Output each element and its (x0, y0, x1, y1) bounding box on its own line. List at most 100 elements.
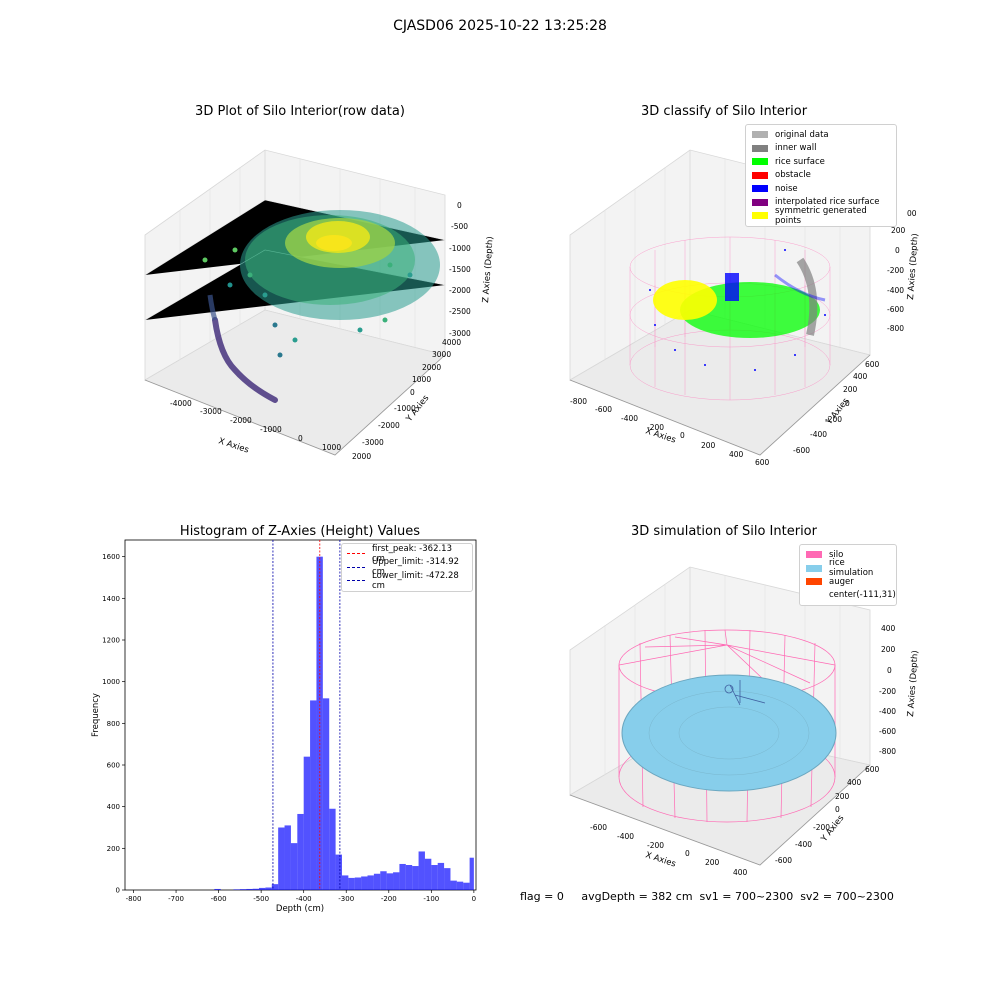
raw-ytick: -1000 (394, 404, 416, 413)
simulation-ztick: 200 (881, 645, 896, 654)
classify-y-ticks: -600 -400 -200 0 200 400 600 (793, 360, 880, 455)
histogram-xtick-label: 0 (472, 895, 476, 903)
classify-ytick: -400 (810, 430, 827, 439)
histogram-bar (373, 873, 381, 890)
histogram-bar (297, 813, 304, 890)
histogram-xtick-label: -400 (296, 895, 312, 903)
histogram-bar (367, 875, 374, 890)
histogram-bar (310, 700, 317, 890)
histogram-ytick-label: 1200 (102, 637, 120, 645)
legend-swatch (806, 564, 822, 572)
legend-swatch (752, 171, 768, 179)
classify-ytick: 600 (865, 360, 880, 369)
raw-plot-title: 3D Plot of Silo Interior(row data) (195, 104, 405, 119)
classify-z-ticks: 00 200 0 -200 -400 -600 -800 (887, 209, 917, 333)
legend-entry-upper-limit: Upper_limit: -314.92 cm (347, 557, 467, 577)
legend-label: Upper_limit: -314.92 cm (372, 557, 460, 578)
classify-ytick: -600 (793, 446, 810, 455)
legend-label: rice surface (775, 156, 825, 167)
raw-xtick: 2000 (352, 452, 371, 461)
legend-entry-symmetric-generated-points: symmetric generated points (752, 205, 890, 226)
histogram-bar (329, 808, 336, 890)
classify-xtick: -400 (621, 414, 638, 423)
legend-entry-noise: noise (752, 182, 890, 196)
histogram-bar (271, 884, 279, 890)
legend-label: interpolated rice surface (775, 197, 880, 208)
histogram-bar (386, 873, 394, 890)
histogram-bar (341, 875, 349, 890)
raw-ztick: -1000 (449, 244, 471, 253)
raw-ztick: -2000 (449, 286, 471, 295)
legend-label: original data (775, 129, 829, 140)
legend-swatch (752, 212, 768, 220)
raw-ytick: 3000 (432, 350, 451, 359)
histogram-bar (233, 889, 240, 890)
simulation-ztick: 0 (887, 666, 892, 675)
classify-ytick: 400 (853, 372, 868, 381)
raw-ytick: -3000 (362, 438, 384, 447)
legend-swatch (752, 158, 768, 166)
histogram-bar (252, 888, 260, 890)
raw-ytick: -2000 (378, 421, 400, 430)
legend-label: symmetric generated points (775, 205, 867, 226)
legend-swatch (752, 198, 768, 206)
simulation-ztick: -200 (879, 687, 896, 696)
simulation-y-ticks: -600 -400 -200 0 200 400 600 (775, 765, 880, 865)
simulation-ytick: 400 (847, 778, 862, 787)
histogram-bar (284, 825, 291, 890)
legend-swatch (752, 185, 768, 193)
raw-ytick: 4000 (442, 338, 461, 347)
legend-label: first_peak: -362.13 cm (372, 543, 452, 564)
histogram-xtick-label: -800 (126, 895, 142, 903)
simulation-ztick: -400 (879, 707, 896, 716)
simulation-ztick: -800 (879, 747, 896, 756)
raw-z-axis-label: Z Axies (Depth) (481, 236, 496, 303)
histogram-bar (246, 888, 253, 890)
raw-xtick: 1000 (322, 443, 341, 452)
classify-ztick: 0 (895, 246, 900, 255)
legend-entry-auger: auger (806, 575, 890, 589)
classify-xtick: 0 (680, 431, 685, 440)
histogram-bar (393, 872, 400, 890)
raw-xtick: 0 (298, 434, 303, 443)
raw-y-ticks: -3000 -2000 -1000 0 1000 2000 3000 4000 (362, 338, 461, 447)
simulation-ytick: -400 (795, 840, 812, 849)
histogram-bar (259, 887, 266, 890)
histogram-ytick-label: 1000 (102, 678, 120, 686)
histogram-bar (354, 877, 362, 890)
legend-swatch (806, 578, 822, 586)
simulation-plot-title: 3D simulation of Silo Interior (631, 524, 817, 539)
histogram-bar (456, 881, 464, 890)
figure-title: CJASD06 2025-10-22 13:25:28 (393, 18, 607, 34)
classify-xtick: -800 (570, 397, 587, 406)
classify-ztick: -200 (887, 266, 904, 275)
simulation-ytick: 0 (835, 805, 840, 814)
legend-entry-rice-simulation: rice simulation (806, 558, 890, 578)
simulation-ytick: 200 (835, 792, 850, 801)
status-readout: flag = 0 avgDepth = 382 cm sv1 = 700~230… (520, 890, 894, 903)
raw-3d-plot: -4000 -3000 -2000 -1000 0 1000 2000 -300… (144, 149, 496, 461)
legend-label: center(-111,31) (829, 590, 896, 601)
simulation-xtick: 400 (733, 868, 748, 877)
raw-xtick: -2000 (230, 416, 252, 425)
simulation-xtick: -600 (590, 823, 607, 832)
simulation-z-ticks: 400 200 0 -200 -400 -600 -800 (879, 624, 896, 756)
histogram-xtick-label: -500 (253, 895, 269, 903)
legend-label: obstacle (775, 170, 811, 181)
classify-z-axis-label: Z Axies (Depth) (906, 233, 921, 300)
histogram-bar (418, 851, 425, 890)
legend-swatch (752, 144, 768, 152)
histogram-ytick-label: 600 (107, 762, 120, 770)
histogram-x-axis-label: Depth (cm) (276, 904, 324, 914)
simulation-ytick: -600 (775, 856, 792, 865)
raw-xtick: -1000 (260, 425, 282, 434)
raw-ytick: 0 (410, 388, 415, 397)
simulation-xtick: 0 (685, 849, 690, 858)
legend-entry-rice-surface: rice surface (752, 155, 890, 169)
classify-ztick: -800 (887, 324, 904, 333)
histogram-bar (265, 887, 272, 890)
legend-entry-center: center(-111,31) (806, 589, 896, 603)
histogram-bar (424, 858, 432, 890)
histogram-xtick-label: -200 (381, 895, 397, 903)
histogram-bar (431, 865, 438, 890)
